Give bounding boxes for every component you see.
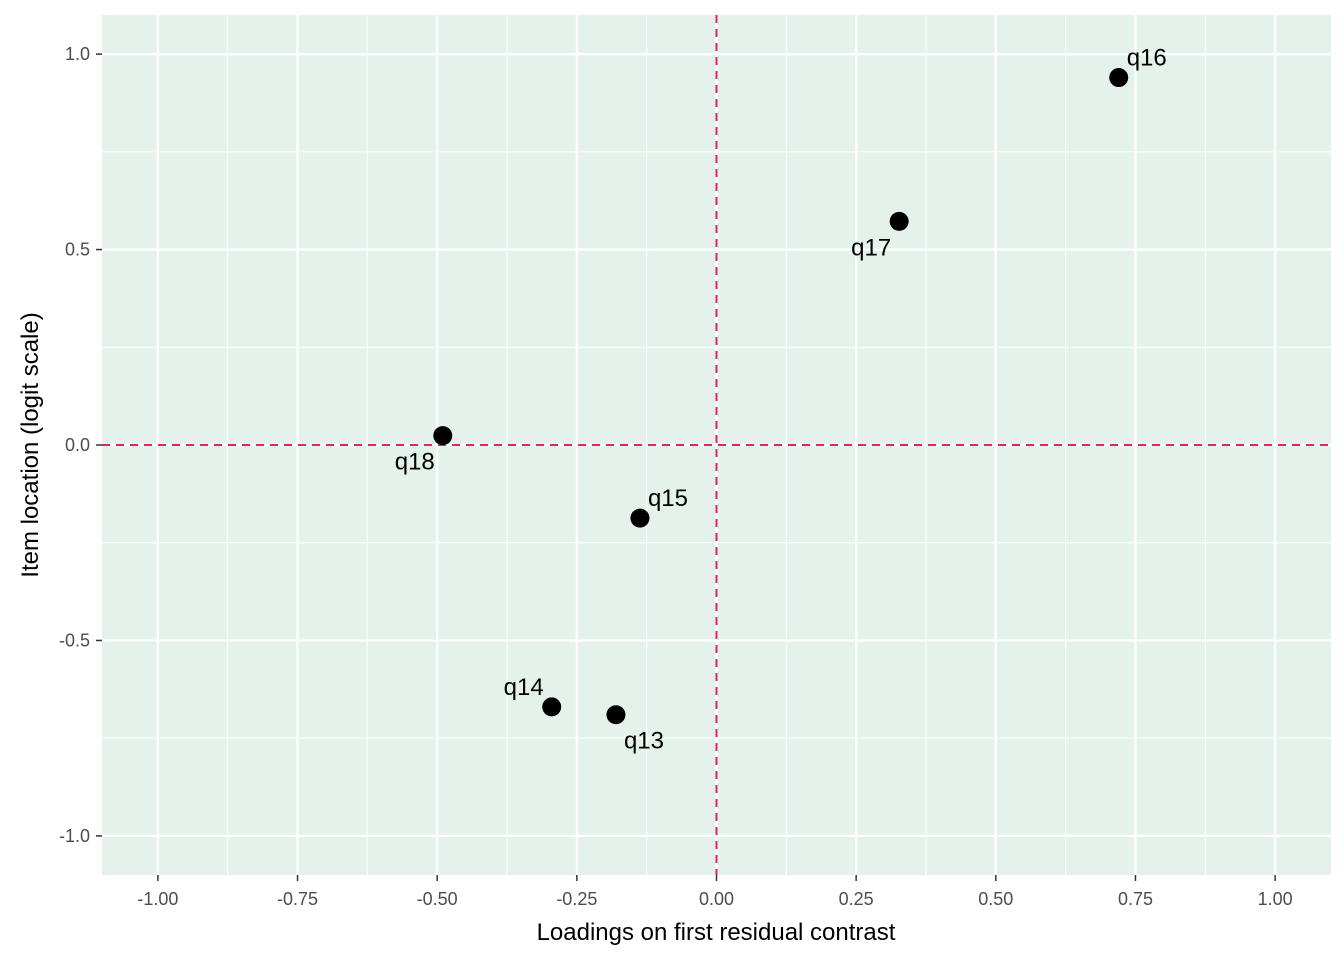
reference-lines <box>102 15 1331 875</box>
point-label: q17 <box>851 234 891 261</box>
x-tick-label: -0.75 <box>277 889 318 909</box>
data-points <box>433 68 1129 725</box>
x-axis-title: Loadings on first residual contrast <box>537 919 896 946</box>
x-axis: -1.00 -0.75 -0.50 -0.25 0.00 0.25 0.50 0.75 1.00 <box>137 875 1293 909</box>
major-gridlines <box>102 15 1331 875</box>
y-tick-label: 0.0 <box>65 435 90 455</box>
point-label: q16 <box>1127 45 1167 72</box>
point-label: q18 <box>395 449 435 476</box>
point-label: q14 <box>504 674 544 701</box>
x-tick-label: -0.25 <box>556 889 597 909</box>
point-label: q13 <box>624 728 664 755</box>
point-labels: q13 q14 q15 q16 q17 q18 <box>395 45 1167 755</box>
point-label: q15 <box>648 485 688 512</box>
x-tick-label: 0.75 <box>1118 889 1153 909</box>
x-tick-label: -1.00 <box>137 889 178 909</box>
data-point <box>606 705 626 725</box>
x-tick-label: 0.50 <box>978 889 1013 909</box>
x-tick-label: 1.00 <box>1258 889 1293 909</box>
x-tick-label: 0.25 <box>839 889 874 909</box>
data-point <box>889 211 909 231</box>
y-axis-title: Item location (logit scale) <box>17 312 44 577</box>
data-point <box>542 697 562 717</box>
x-tick-label: 0.00 <box>699 889 734 909</box>
y-tick-label: -1.0 <box>59 826 90 846</box>
data-point <box>1109 68 1129 88</box>
y-tick-label: -0.5 <box>59 630 90 650</box>
y-tick-label: 0.5 <box>65 240 90 260</box>
x-tick-label: -0.50 <box>417 889 458 909</box>
data-point <box>433 426 453 446</box>
y-axis: -1.0 -0.5 0.0 0.5 1.0 <box>59 44 102 846</box>
y-tick-label: 1.0 <box>65 44 90 64</box>
data-point <box>630 508 650 528</box>
